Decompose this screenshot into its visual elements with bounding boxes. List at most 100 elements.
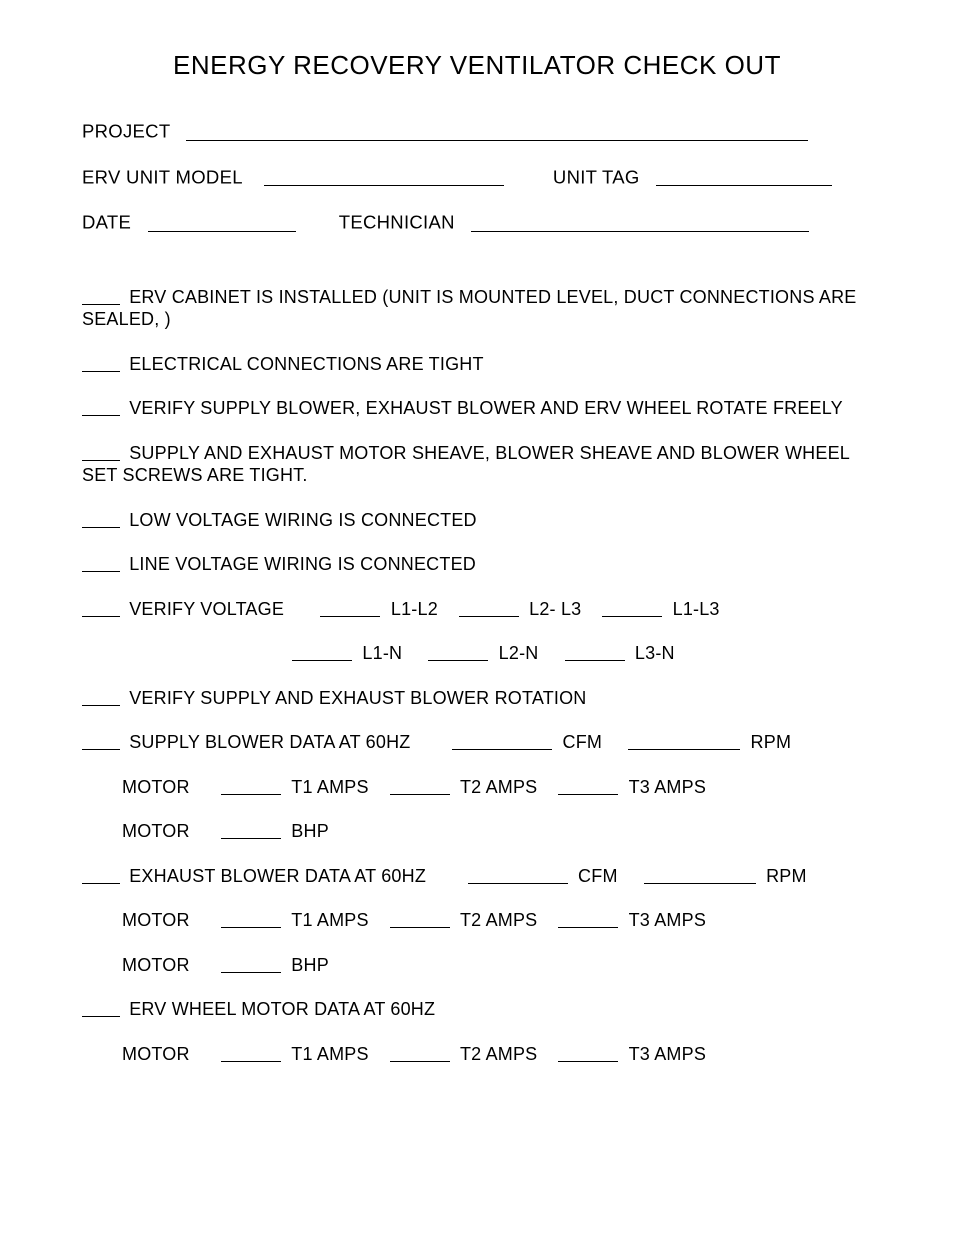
project-line: PROJECT <box>82 119 872 143</box>
date-blank[interactable] <box>148 213 296 232</box>
l1l2-label: L1-L2 <box>391 599 438 619</box>
t1-blank[interactable] <box>221 912 281 928</box>
l3n-blank[interactable] <box>565 645 625 661</box>
motor-label: MOTOR <box>122 777 190 797</box>
supply-motor-bhp: MOTOR BHP <box>82 820 872 843</box>
check-blank[interactable] <box>82 1001 120 1017</box>
verify-voltage-label: VERIFY VOLTAGE <box>129 599 284 619</box>
model-tag-line: ERV UNIT MODEL UNIT TAG <box>82 165 872 189</box>
technician-blank[interactable] <box>471 213 809 232</box>
t3-blank[interactable] <box>558 778 618 794</box>
bhp-blank[interactable] <box>221 956 281 972</box>
page-container: ENERGY RECOVERY VENTILATOR CHECK OUT PRO… <box>0 0 954 1235</box>
item-text: LINE VOLTAGE WIRING IS CONNECTED <box>129 554 476 574</box>
l1l3-blank[interactable] <box>602 600 662 616</box>
checklist-item-10: EXHAUST BLOWER DATA AT 60HZ CFM RPM <box>82 865 872 888</box>
check-blank[interactable] <box>82 400 120 416</box>
t2-blank[interactable] <box>390 912 450 928</box>
t1-label: T1 AMPS <box>291 910 368 930</box>
motor-label: MOTOR <box>122 1044 190 1064</box>
bhp-label: BHP <box>291 821 329 841</box>
checklist-item-7b: L1-N L2-N L3-N <box>82 642 872 665</box>
check-blank[interactable] <box>82 444 120 460</box>
t1-blank[interactable] <box>221 1045 281 1061</box>
l2n-blank[interactable] <box>428 645 488 661</box>
item-text: ELECTRICAL CONNECTIONS ARE TIGHT <box>129 354 483 374</box>
check-blank[interactable] <box>82 288 120 304</box>
bhp-blank[interactable] <box>221 823 281 839</box>
date-label: DATE <box>82 212 131 233</box>
l2n-label: L2-N <box>499 643 539 663</box>
checklist-item-6: LINE VOLTAGE WIRING IS CONNECTED <box>82 553 872 576</box>
check-blank[interactable] <box>82 355 120 371</box>
checklist-item-5: LOW VOLTAGE WIRING IS CONNECTED <box>82 509 872 532</box>
l1l3-label: L1-L3 <box>673 599 720 619</box>
t3-blank[interactable] <box>558 1045 618 1061</box>
checklist-item-1: ERV CABINET IS INSTALLED (UNIT IS MOUNTE… <box>82 286 872 331</box>
erv-model-label: ERV UNIT MODEL <box>82 166 242 187</box>
checklist-item-7: VERIFY VOLTAGE L1-L2 L2- L3 L1-L3 <box>82 598 872 621</box>
exhaust-cfm-blank[interactable] <box>468 867 568 883</box>
item-text: VERIFY SUPPLY AND EXHAUST BLOWER ROTATIO… <box>129 688 586 708</box>
l3n-label: L3-N <box>635 643 675 663</box>
checklist-item-11: ERV WHEEL MOTOR DATA AT 60HZ <box>82 998 872 1021</box>
supply-cfm-blank[interactable] <box>452 734 552 750</box>
checklist-item-9: SUPPLY BLOWER DATA AT 60HZ CFM RPM <box>82 731 872 754</box>
check-blank[interactable] <box>82 867 120 883</box>
t2-label: T2 AMPS <box>460 910 537 930</box>
technician-label: TECHNICIAN <box>339 212 455 233</box>
t1-blank[interactable] <box>221 778 281 794</box>
motor-label: MOTOR <box>122 910 190 930</box>
supply-rpm-blank[interactable] <box>628 734 740 750</box>
check-blank[interactable] <box>82 689 120 705</box>
bhp-label: BHP <box>291 955 329 975</box>
item-text: LOW VOLTAGE WIRING IS CONNECTED <box>129 510 477 530</box>
check-blank[interactable] <box>82 734 120 750</box>
t1-label: T1 AMPS <box>291 777 368 797</box>
item-text: VERIFY SUPPLY BLOWER, EXHAUST BLOWER AND… <box>129 398 843 418</box>
supply-blower-label: SUPPLY BLOWER DATA AT 60HZ <box>129 732 410 752</box>
t3-blank[interactable] <box>558 912 618 928</box>
project-label: PROJECT <box>82 121 170 142</box>
t2-blank[interactable] <box>390 1045 450 1061</box>
supply-motor-amps: MOTOR T1 AMPS T2 AMPS T3 AMPS <box>82 776 872 799</box>
l1l2-blank[interactable] <box>320 600 380 616</box>
unit-tag-label: UNIT TAG <box>553 166 640 187</box>
page-title: ENERGY RECOVERY VENTILATOR CHECK OUT <box>82 50 872 81</box>
t3-label: T3 AMPS <box>629 777 706 797</box>
exhaust-motor-amps: MOTOR T1 AMPS T2 AMPS T3 AMPS <box>82 909 872 932</box>
t2-label: T2 AMPS <box>460 777 537 797</box>
rpm-label: RPM <box>751 732 792 752</box>
item-text: SUPPLY AND EXHAUST MOTOR SHEAVE, BLOWER … <box>82 443 849 486</box>
t3-label: T3 AMPS <box>629 1044 706 1064</box>
l1n-blank[interactable] <box>292 645 352 661</box>
check-blank[interactable] <box>82 511 120 527</box>
check-blank[interactable] <box>82 600 120 616</box>
exhaust-motor-bhp: MOTOR BHP <box>82 954 872 977</box>
cfm-label: CFM <box>563 732 603 752</box>
erv-model-blank[interactable] <box>264 168 504 187</box>
rpm-label: RPM <box>766 866 807 886</box>
t1-label: T1 AMPS <box>291 1044 368 1064</box>
date-tech-line: DATE TECHNICIAN <box>82 210 872 234</box>
checklist-item-4: SUPPLY AND EXHAUST MOTOR SHEAVE, BLOWER … <box>82 442 872 487</box>
exhaust-rpm-blank[interactable] <box>644 867 756 883</box>
erv-wheel-motor-label: ERV WHEEL MOTOR DATA AT 60HZ <box>129 999 435 1019</box>
erv-wheel-motor-amps: MOTOR T1 AMPS T2 AMPS T3 AMPS <box>82 1043 872 1066</box>
t2-blank[interactable] <box>390 778 450 794</box>
item-text: ERV CABINET IS INSTALLED (UNIT IS MOUNTE… <box>82 287 856 330</box>
checklist-item-8: VERIFY SUPPLY AND EXHAUST BLOWER ROTATIO… <box>82 687 872 710</box>
project-blank[interactable] <box>186 122 808 141</box>
exhaust-blower-label: EXHAUST BLOWER DATA AT 60HZ <box>129 866 426 886</box>
checklist-item-3: VERIFY SUPPLY BLOWER, EXHAUST BLOWER AND… <box>82 397 872 420</box>
unit-tag-blank[interactable] <box>656 168 832 187</box>
motor-label: MOTOR <box>122 821 190 841</box>
t2-label: T2 AMPS <box>460 1044 537 1064</box>
l2l3-label: L2- L3 <box>529 599 581 619</box>
motor-label: MOTOR <box>122 955 190 975</box>
t3-label: T3 AMPS <box>629 910 706 930</box>
l2l3-blank[interactable] <box>459 600 519 616</box>
check-blank[interactable] <box>82 556 120 572</box>
checklist-item-2: ELECTRICAL CONNECTIONS ARE TIGHT <box>82 353 872 376</box>
cfm-label: CFM <box>578 866 618 886</box>
